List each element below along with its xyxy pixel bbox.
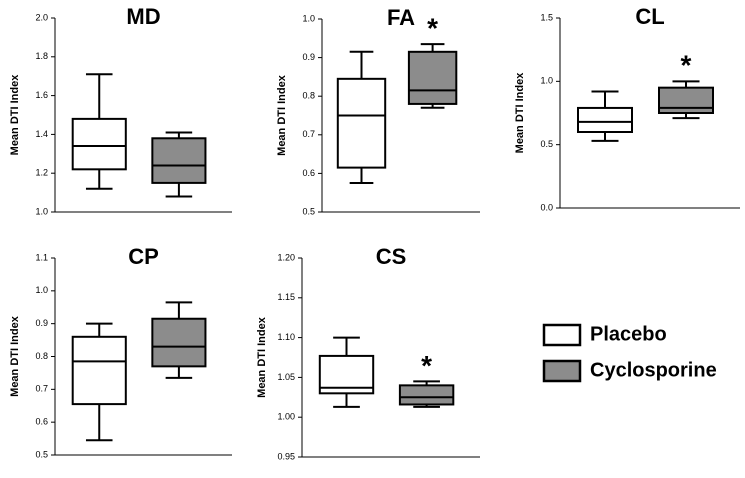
box [577,106,633,133]
y-axis-label: Mean DTI Index [514,72,526,154]
y-tick-label: 1.5 [540,12,553,22]
y-tick-label: 0.7 [35,384,48,394]
box [658,86,714,114]
significance-marker: * [421,350,432,381]
box [151,137,207,184]
y-tick-label: 1.10 [277,332,295,342]
y-tick-label: 1.4 [35,129,48,139]
y-tick-label: 1.15 [277,292,295,302]
significance-marker: * [681,50,692,81]
box [71,335,127,406]
y-tick-label: 1.0 [35,206,48,216]
y-tick-label: 0.6 [35,417,48,427]
y-tick-label: 0.5 [302,206,315,216]
y-tick-label: 0.7 [302,129,315,139]
y-axis-label: Mean DTI Index [9,74,21,156]
legend-label: Cyclosporine [590,359,717,381]
chart-title: MD [126,4,160,29]
box [71,117,127,171]
y-tick-label: 1.05 [277,372,295,382]
y-tick-label: 0.9 [302,52,315,62]
y-axis-label: Mean DTI Index [276,74,288,156]
chart-title: FA [387,5,415,30]
significance-marker: * [427,12,438,43]
y-tick-label: 0.95 [277,451,295,461]
y-tick-label: 0.9 [35,318,48,328]
y-tick-label: 0.5 [540,139,553,149]
y-axis-label: Mean DTI Index [9,315,21,397]
y-tick-label: 1.0 [302,13,315,23]
box [398,384,455,406]
y-tick-label: 1.1 [35,252,48,262]
legend-swatch [542,323,582,347]
chart-title: CL [635,4,664,29]
y-tick-label: 0.8 [302,91,315,101]
y-axis-label: Mean DTI Index [256,316,268,398]
y-tick-label: 2.0 [35,12,48,22]
legend-label: Placebo [590,323,667,345]
chart-title: CP [128,244,159,269]
y-tick-label: 0.8 [35,351,48,361]
y-tick-label: 1.0 [35,285,48,295]
y-tick-label: 1.8 [35,51,48,61]
box [407,50,458,105]
y-tick-label: 1.2 [35,168,48,178]
chart-title: CS [376,244,407,269]
y-tick-label: 1.00 [277,412,295,422]
y-tick-label: 0.0 [540,202,553,212]
box [336,77,387,169]
y-tick-label: 1.0 [540,76,553,86]
y-tick-label: 0.5 [35,449,48,459]
y-tick-label: 0.6 [302,168,315,178]
legend-swatch [542,359,582,383]
y-tick-label: 1.6 [35,90,48,100]
box [151,317,207,368]
y-tick-label: 1.20 [277,252,295,262]
